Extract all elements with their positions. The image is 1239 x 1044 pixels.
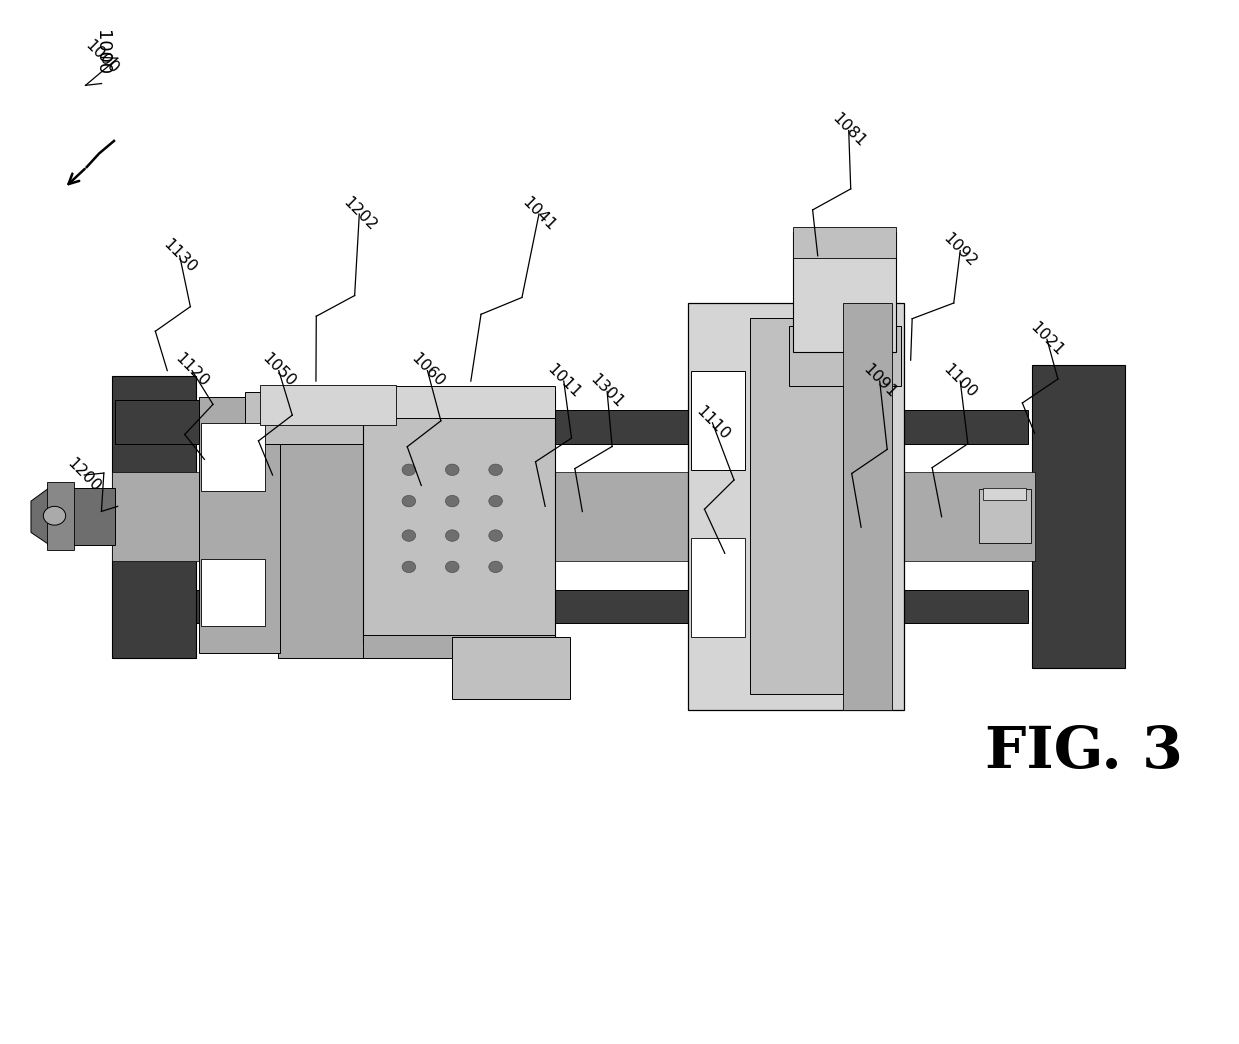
Bar [1032, 365, 1125, 668]
Text: 1021: 1021 [1027, 319, 1067, 359]
Text: 1050: 1050 [259, 351, 299, 390]
Circle shape [445, 530, 458, 542]
Bar [793, 227, 896, 258]
Bar [47, 488, 115, 545]
Bar [793, 232, 896, 352]
Text: 1202: 1202 [339, 194, 379, 234]
Text: 1060: 1060 [408, 351, 447, 390]
Text: 1092: 1092 [940, 231, 980, 270]
Bar [47, 482, 74, 550]
Text: 1130: 1130 [160, 236, 199, 276]
Circle shape [401, 530, 416, 542]
Bar [363, 386, 555, 418]
Bar [278, 392, 364, 658]
Bar [983, 488, 1026, 500]
Bar [260, 385, 396, 425]
Bar [245, 392, 425, 444]
Text: 1000: 1000 [82, 38, 121, 77]
Bar [201, 559, 265, 626]
Text: 1081: 1081 [829, 111, 869, 150]
Circle shape [488, 530, 503, 542]
Bar [789, 326, 901, 386]
Circle shape [401, 562, 416, 572]
Text: 1301: 1301 [587, 372, 627, 411]
Bar [115, 400, 224, 444]
Text: 1100: 1100 [940, 361, 980, 401]
Bar [688, 303, 904, 710]
Text: 1120: 1120 [172, 351, 212, 390]
Circle shape [445, 464, 458, 475]
Bar [118, 410, 1028, 444]
Circle shape [401, 496, 416, 507]
Bar [363, 392, 555, 642]
Polygon shape [31, 488, 50, 545]
Circle shape [445, 562, 458, 572]
Circle shape [401, 464, 416, 475]
Bar [118, 590, 1028, 623]
Circle shape [488, 496, 503, 507]
Text: 1011: 1011 [544, 361, 584, 401]
Text: 1091: 1091 [860, 361, 900, 401]
Text: FIG. 3: FIG. 3 [985, 723, 1183, 780]
Text: 1110: 1110 [693, 403, 732, 443]
Bar [691, 538, 745, 637]
Circle shape [43, 506, 66, 525]
Bar [750, 318, 843, 694]
Bar [363, 635, 555, 658]
Bar [199, 397, 280, 652]
Bar [201, 423, 265, 491]
Bar [112, 376, 196, 658]
Text: 1000: 1000 [93, 29, 110, 75]
Circle shape [488, 562, 503, 572]
Bar [979, 489, 1031, 543]
Bar [112, 472, 1035, 561]
Bar [452, 637, 570, 699]
Text: 1041: 1041 [519, 194, 559, 234]
Circle shape [445, 496, 458, 507]
Text: 1200: 1200 [64, 455, 104, 495]
Bar [843, 303, 892, 710]
Circle shape [488, 464, 503, 475]
Bar [691, 371, 745, 470]
